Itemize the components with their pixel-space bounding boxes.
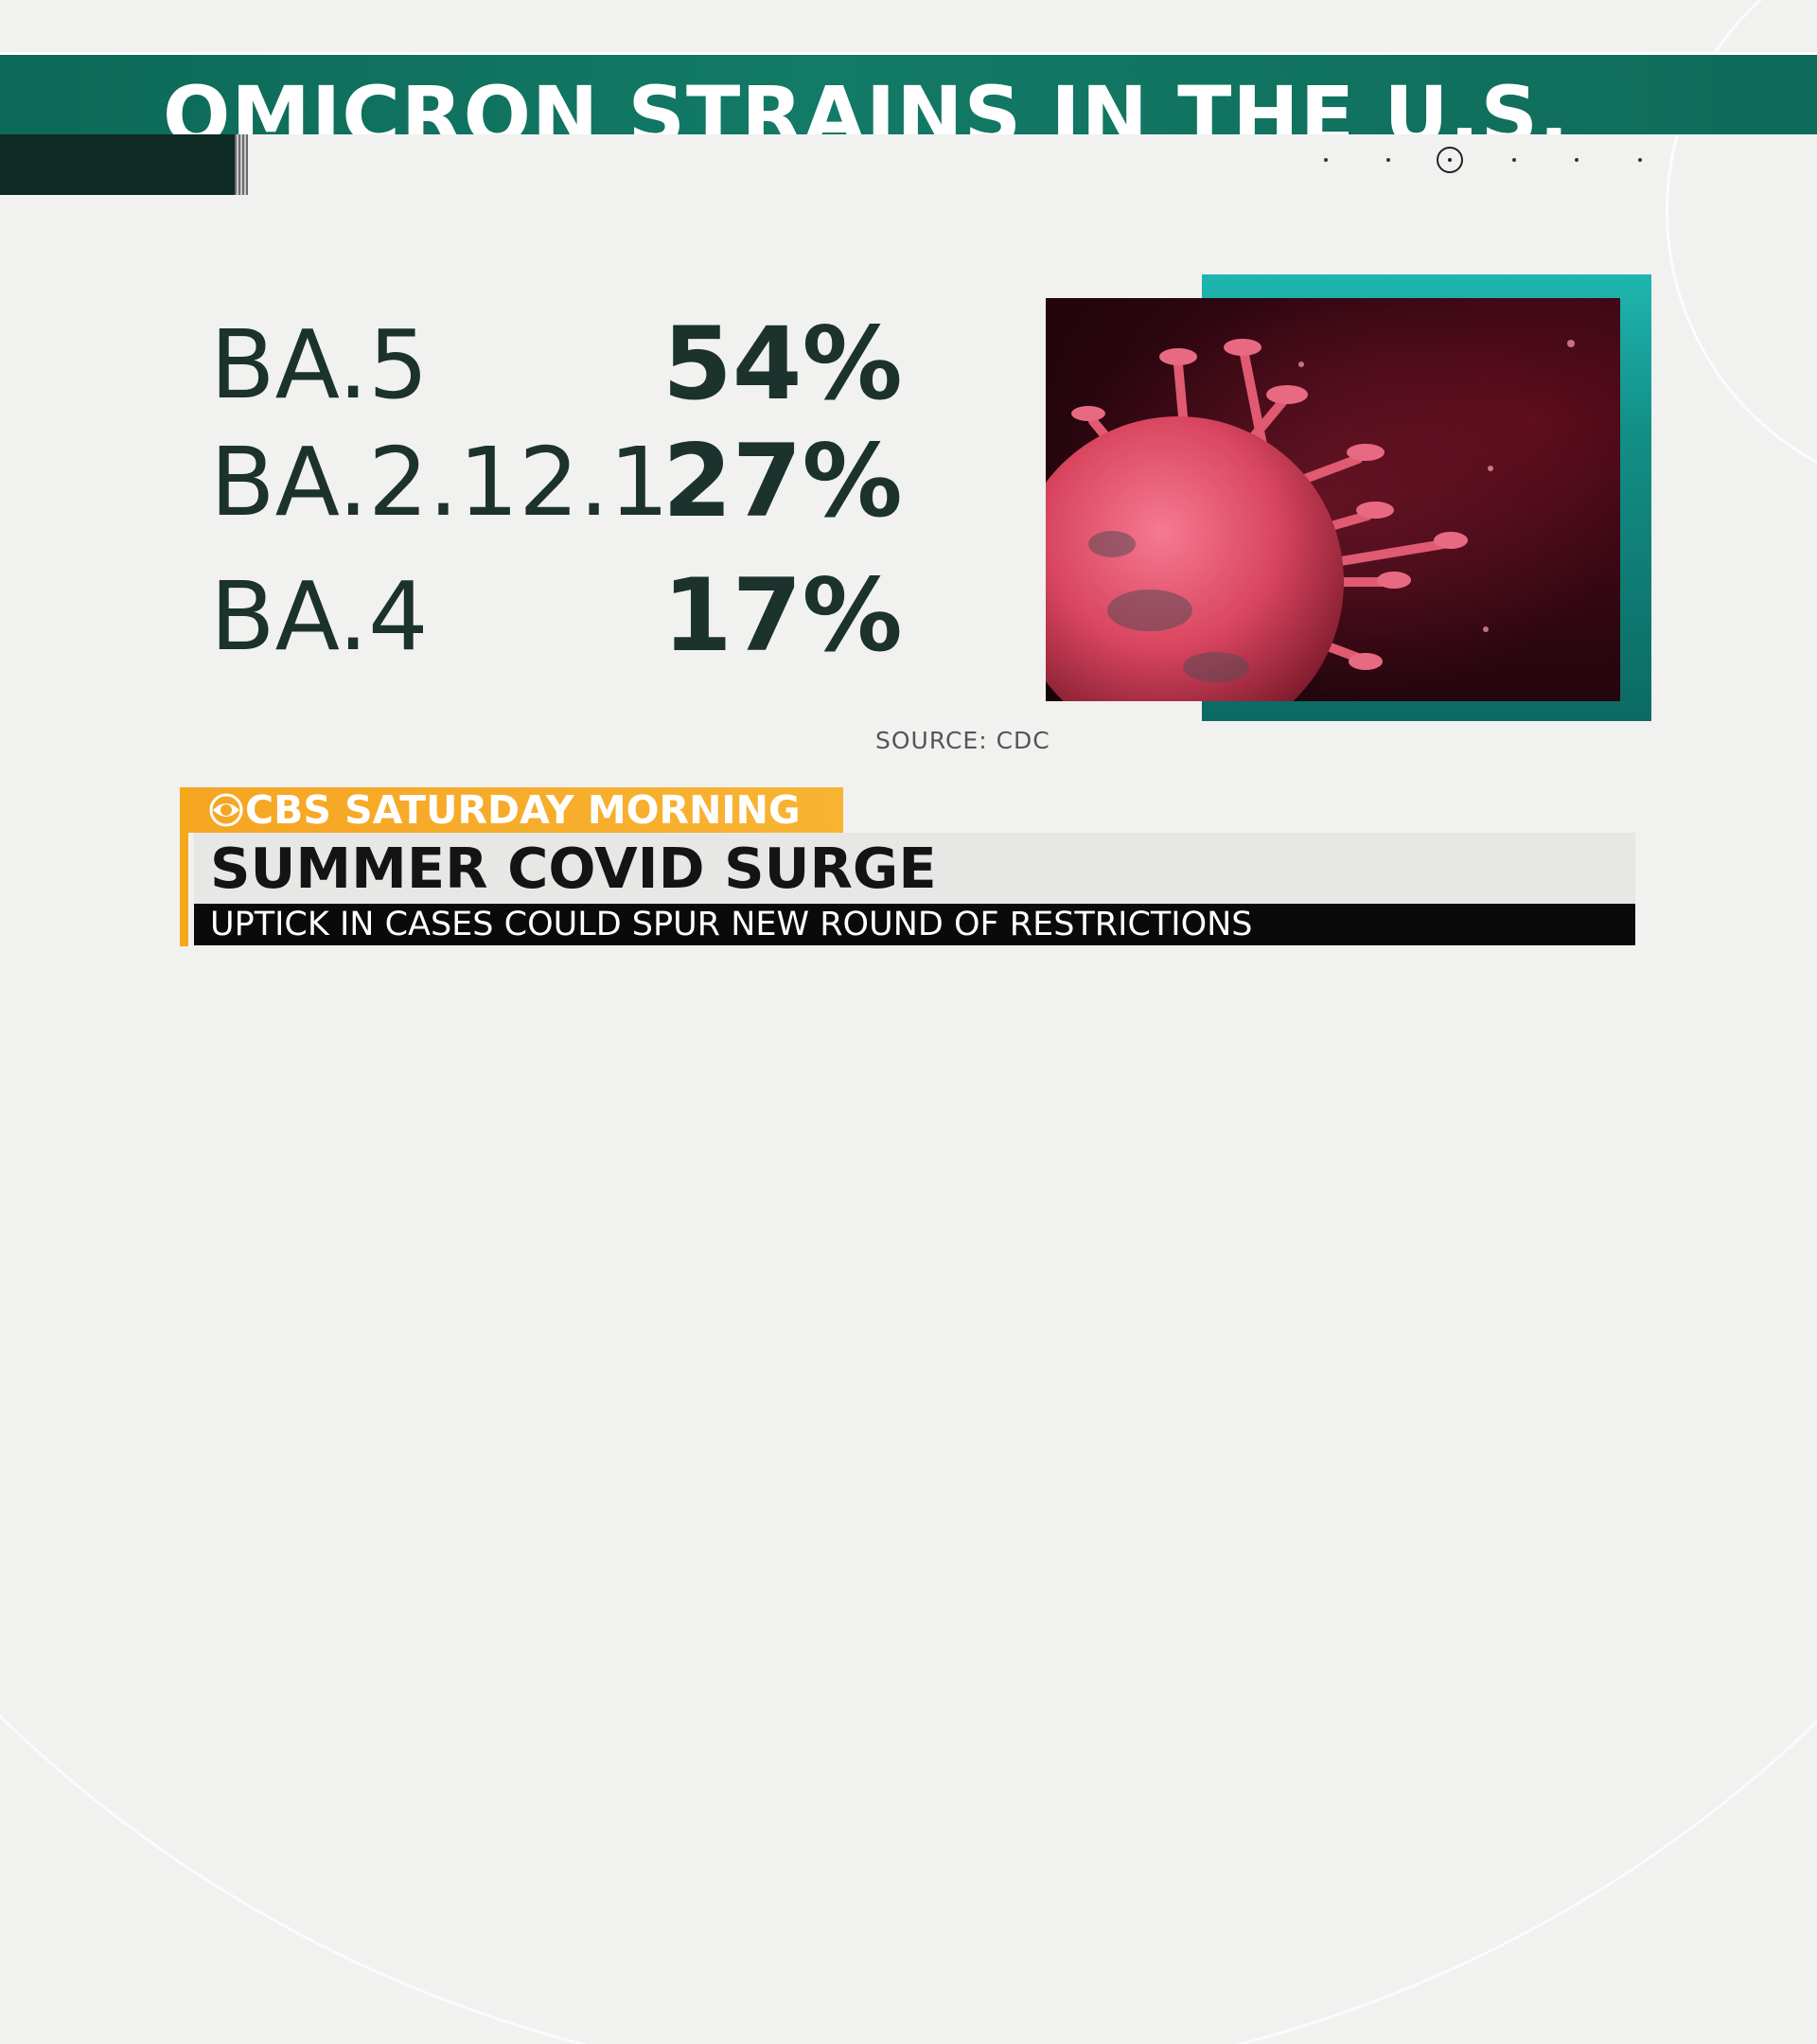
title-accent-edge bbox=[235, 134, 248, 195]
cbs-eye-icon bbox=[209, 793, 243, 827]
title-accent-block bbox=[0, 134, 235, 195]
slide-pager bbox=[1306, 144, 1647, 178]
strain-name: BA.4 bbox=[210, 561, 429, 672]
strain-percent: 17% bbox=[662, 557, 903, 674]
headline-bar bbox=[194, 833, 1635, 904]
strain-name: BA.2.12.1 bbox=[210, 427, 670, 537]
show-brand-bar: CBS SATURDAY MORNING bbox=[188, 787, 843, 833]
title-band: OMICRON STRAINS IN THE U.S. bbox=[0, 55, 1817, 134]
lower-third-accent-bar bbox=[180, 787, 188, 946]
pager-dot-active bbox=[1437, 147, 1463, 173]
strain-percent: 54% bbox=[662, 306, 903, 422]
pager-dot bbox=[1386, 158, 1390, 162]
subheadline-bar bbox=[194, 904, 1635, 945]
strain-percent: 27% bbox=[662, 423, 903, 539]
pager-dot bbox=[1638, 158, 1642, 162]
graphic-title: OMICRON STRAINS IN THE U.S. bbox=[163, 69, 1570, 134]
coronavirus-image bbox=[1046, 298, 1620, 701]
pager-dot bbox=[1324, 158, 1328, 162]
subheadline-text: UPTICK IN CASES COULD SPUR NEW ROUND OF … bbox=[210, 906, 1253, 943]
pager-dot bbox=[1512, 158, 1516, 162]
pager-dot bbox=[1575, 158, 1579, 162]
coronavirus-illustration bbox=[1046, 298, 1620, 701]
top-divider bbox=[0, 52, 1817, 55]
strain-name: BA.5 bbox=[210, 309, 429, 420]
headline-text: SUMMER COVID SURGE bbox=[210, 836, 937, 901]
show-brand-name: CBS SATURDAY MORNING bbox=[245, 787, 801, 833]
source-credit: SOURCE: CDC bbox=[875, 727, 1050, 754]
